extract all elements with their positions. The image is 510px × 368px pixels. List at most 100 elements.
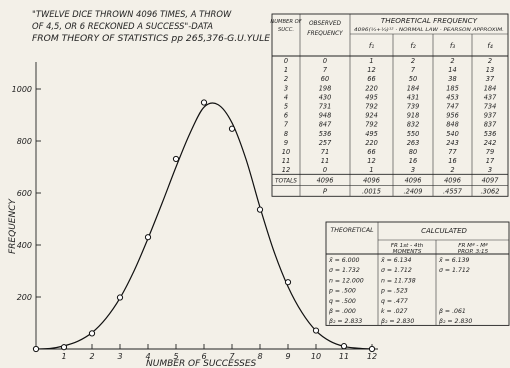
table-cell: 184: [484, 84, 497, 92]
table-cell: 12: [282, 166, 290, 174]
table-cell: 453: [446, 93, 459, 101]
table-cell: 731: [319, 103, 332, 111]
table-cell: 198: [319, 84, 332, 92]
calc-cell: β₂ = 2.830: [381, 318, 414, 325]
table-cell: 11: [321, 157, 329, 165]
table-p-cell: .4557: [443, 187, 463, 195]
x-tick-label: 6: [201, 352, 206, 361]
calc-sub-2b: PROP. 3:15: [458, 249, 489, 255]
table-header-observed-2: FREQUENCY: [307, 31, 343, 37]
table-cell: 80: [409, 148, 417, 156]
moments-table: THEORETICAL CALCULATED FR 1st - 4thMOMENTS…: [325, 221, 510, 326]
table-theo-col-label: f₁: [369, 42, 374, 50]
table-cell: 734: [484, 103, 497, 111]
table-cell: 431: [407, 93, 420, 101]
y-tick-label: 800: [17, 137, 32, 146]
table-cell: 66: [367, 75, 375, 83]
data-point: [144, 234, 152, 241]
table-cell: 924: [365, 112, 378, 120]
table-cell: 430: [319, 93, 332, 101]
table-cell: 263: [407, 139, 420, 147]
x-tick-label: 4: [145, 352, 150, 361]
table-cell: 7: [284, 121, 289, 129]
data-point: [312, 327, 320, 334]
data-point: [116, 294, 124, 301]
x-tick-label: 9: [285, 352, 290, 361]
data-point: [32, 345, 40, 353]
calc-sub-1b: MOMENTS: [393, 249, 422, 255]
table-theo-col-label: f₃: [450, 42, 455, 50]
table-cell: 2: [450, 57, 454, 65]
table-cell: 956: [446, 112, 459, 120]
table-cell: 837: [484, 121, 497, 129]
calc-cell: n = 11.738: [381, 277, 416, 284]
data-point: [340, 343, 348, 350]
chart-title: "TWELVE DICE THROWN 4096 TIMES, A THROW …: [32, 9, 271, 43]
x-tick-label: 3: [117, 352, 122, 361]
table-cell: 536: [319, 130, 332, 138]
table-cell: 242: [484, 139, 497, 147]
calc-cell: β = .000: [329, 308, 356, 315]
data-point: [60, 344, 68, 351]
table-header-number-2: SUCC.: [278, 27, 294, 33]
table-cell: 2: [488, 57, 492, 65]
table-cell: 10: [282, 148, 290, 156]
table-header-theoretical: THEORETICAL FREQUENCY: [381, 16, 478, 25]
table-cell: 832: [407, 121, 420, 129]
table-cell: 6: [284, 112, 288, 120]
calc-header-theoretical: THEORETICAL: [330, 227, 374, 234]
table-cell: 0: [284, 57, 288, 65]
data-point: [200, 99, 208, 106]
calc-sub-1: FR 1st - 4th: [391, 243, 424, 249]
table-header-theoretical-sub: 4096(½+½)¹² · NORMAL LAW · PEARSON APPRO…: [354, 26, 504, 33]
table-cell: 536: [484, 130, 497, 138]
table-cell: 2: [284, 75, 288, 83]
frequency-table: NUMBER OF SUCC. OBSERVED FREQUENCY THEORETIC…: [270, 13, 509, 197]
table-cell: 8: [284, 130, 288, 138]
x-tick-label: 11: [339, 352, 349, 361]
table-cell: 0: [323, 57, 327, 65]
x-tick-label: 8: [257, 352, 262, 361]
x-tick-label: 12: [367, 352, 377, 361]
table-cell: 739: [407, 103, 420, 111]
table-cell: 5: [284, 103, 288, 111]
x-tick-label: 1: [61, 352, 66, 361]
table-cell: 77: [448, 148, 457, 156]
data-point: [228, 125, 236, 132]
y-tick-label: 400: [17, 241, 32, 250]
x-tick-label: 2: [89, 352, 94, 361]
table-border: [271, 13, 509, 197]
table-cell: 948: [319, 112, 332, 120]
table-cell: 37: [486, 75, 495, 83]
x-axis-label: NUMBER OF SUCCESSES: [146, 359, 257, 368]
table-cell: 13: [486, 66, 494, 74]
data-point: [172, 155, 180, 163]
table-cell: 257: [319, 139, 332, 147]
table-cell: 848: [446, 121, 459, 129]
table-cell: 747: [446, 103, 459, 111]
table-cell: 3: [488, 166, 492, 174]
table-totals-cell: 4096: [317, 176, 334, 184]
table-theo-col-label: f₂: [410, 42, 415, 50]
title-line-2: OF 4,5, OR 6 RECKONED A SUCCESS"-DATA: [32, 21, 213, 31]
table-cell: 185: [446, 84, 459, 92]
title-line-1: "TWELVE DICE THROWN 4096 TIMES, A THROW: [32, 9, 232, 19]
table-cell: 66: [367, 148, 375, 156]
table-cell: 3: [411, 166, 415, 174]
table-cell: 937: [484, 112, 497, 120]
calc-cell: q = .500: [329, 298, 356, 305]
table-cell: 495: [365, 130, 378, 138]
table-cell: 184: [407, 84, 420, 92]
table-cell: 60: [321, 75, 329, 83]
table-cell: 17: [486, 157, 495, 165]
table-cell: 7: [411, 66, 416, 74]
table-cell: 0: [323, 166, 327, 174]
table-cell: 550: [407, 130, 420, 138]
table-p-cell: .3062: [481, 187, 500, 195]
table-header-number: NUMBER OF: [270, 19, 302, 25]
table-p-cell: .0015: [362, 187, 381, 195]
calc-cell: k = .027: [381, 308, 408, 315]
table-cell: 847: [319, 121, 332, 129]
x-tick-label: 7: [229, 352, 235, 361]
